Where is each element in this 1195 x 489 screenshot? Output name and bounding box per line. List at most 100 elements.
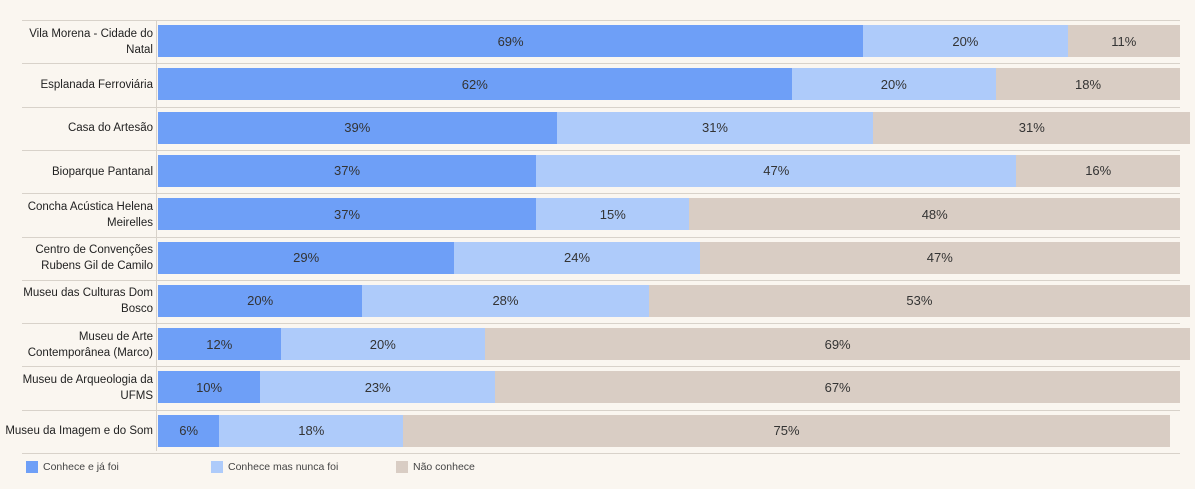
legend-item[interactable]: Conhece e já foi — [26, 460, 211, 474]
bar-segment[interactable]: 6% — [158, 414, 220, 447]
row-separator — [22, 149, 1180, 151]
bar-segment[interactable]: 47% — [699, 241, 1180, 274]
category-label-text: Vila Morena - Cidade do Natal — [29, 27, 153, 56]
data-label: 18% — [298, 423, 325, 439]
bar-segment[interactable]: 37% — [158, 198, 537, 231]
data-label: 53% — [906, 293, 933, 309]
data-label: 37% — [334, 206, 361, 222]
legend-label: Conhece mas nunca foi — [228, 461, 339, 473]
data-label: 24% — [563, 250, 591, 265]
bar-segment[interactable]: 37% — [158, 154, 537, 187]
data-label: 47% — [763, 163, 790, 179]
legend-item[interactable]: Não conhece — [396, 460, 516, 474]
bar-segment[interactable]: 12% — [158, 328, 281, 361]
row-separator — [22, 63, 1180, 65]
row-separator — [22, 409, 1180, 411]
legend-label: Conhece e já foi — [43, 461, 119, 473]
bar-segment[interactable]: 23% — [260, 371, 496, 404]
data-label: 10% — [196, 379, 223, 395]
row-separator — [22, 20, 1180, 21]
bar-segment[interactable]: 10% — [158, 371, 261, 404]
legend-swatch — [26, 461, 38, 473]
category-label: Museu de Arte Contemporânea (Marco) — [0, 325, 153, 364]
row-separator — [22, 279, 1180, 281]
category-label-text: Centro de Convenções Rubens Gil de Camil… — [35, 244, 153, 273]
data-label: 62% — [461, 76, 488, 92]
category-label-text: Museu de Arqueologia da UFMS — [22, 374, 153, 403]
category-label: Concha Acústica Helena Meirelles — [0, 195, 153, 234]
data-label: 23% — [364, 379, 391, 395]
bar-segment[interactable]: 53% — [648, 284, 1191, 317]
data-label: 39% — [344, 120, 371, 136]
bar-segment[interactable]: 20% — [158, 284, 363, 317]
row-separator — [22, 453, 1180, 454]
row-separator — [22, 236, 1180, 238]
data-label: 6% — [179, 423, 199, 439]
bar-segment[interactable]: 67% — [495, 371, 1180, 404]
data-label: 67% — [824, 379, 851, 395]
category-label: Museu de Arqueologia da UFMS — [0, 368, 153, 407]
category-label: Museu da Imagem e do Som — [0, 412, 153, 451]
legend-swatch — [396, 461, 408, 473]
bar-segment[interactable]: 48% — [689, 198, 1180, 231]
category-label-text: Esplanada Ferroviária — [40, 78, 153, 91]
data-label: 18% — [1074, 76, 1102, 92]
legend-item[interactable]: Conhece mas nunca foi — [211, 460, 396, 474]
row-separator — [22, 366, 1180, 368]
bar-segment[interactable]: 69% — [485, 328, 1191, 361]
bar-segment[interactable]: 16% — [1016, 154, 1180, 187]
bar-segment[interactable]: 15% — [536, 198, 690, 231]
bar-segment[interactable]: 20% — [280, 328, 486, 361]
row-separator — [22, 106, 1180, 108]
data-label: 75% — [773, 423, 800, 439]
bar-segment[interactable]: 29% — [158, 241, 455, 274]
data-label: 11% — [1111, 33, 1137, 49]
row-separator — [22, 193, 1180, 195]
category-label: Vila Morena - Cidade do Natal — [0, 22, 153, 61]
data-label: 31% — [1018, 120, 1045, 136]
data-label: 12% — [206, 336, 233, 352]
category-label-text: Museu de Arte Contemporânea (Marco) — [27, 330, 153, 359]
data-label: 28% — [492, 293, 519, 309]
category-label: Esplanada Ferroviária — [0, 65, 153, 104]
category-label: Centro de Convenções Rubens Gil de Camil… — [0, 239, 153, 278]
bar-segment[interactable]: 62% — [158, 68, 792, 101]
bar-segment[interactable]: 47% — [536, 154, 1017, 187]
bar-segment[interactable]: 24% — [454, 241, 700, 274]
row-separator — [22, 323, 1180, 325]
data-label: 15% — [599, 206, 626, 222]
data-label: 16% — [1085, 163, 1112, 179]
category-label-text: Casa do Artesão — [67, 122, 153, 135]
data-label: 31% — [701, 120, 728, 136]
data-label: 29% — [293, 250, 320, 265]
data-label: 20% — [952, 33, 979, 49]
bar-segment[interactable]: 39% — [158, 111, 557, 144]
category-label: Casa do Artesão — [0, 109, 153, 148]
legend-label: Não conhece — [413, 461, 475, 473]
data-label: 69% — [497, 33, 524, 49]
legend-swatch — [211, 461, 223, 473]
data-label: 20% — [247, 293, 274, 309]
bar-segment[interactable]: 75% — [403, 414, 1170, 447]
bar-segment[interactable]: 20% — [791, 68, 997, 101]
bar-segment[interactable]: 28% — [362, 284, 649, 317]
bar-segment[interactable]: 18% — [996, 68, 1180, 101]
bar-segment[interactable]: 20% — [863, 25, 1068, 57]
data-label: 47% — [926, 250, 953, 265]
axis-line — [156, 20, 157, 451]
data-label: 48% — [921, 206, 948, 222]
data-label: 69% — [824, 336, 851, 352]
category-label-text: Concha Acústica Helena Meirelles — [27, 200, 153, 229]
bar-segment[interactable]: 31% — [873, 111, 1191, 144]
bar-segment[interactable]: 31% — [556, 111, 874, 144]
category-label-text: Museu das Culturas Dom Bosco — [23, 287, 153, 316]
bar-segment[interactable]: 69% — [158, 25, 864, 57]
data-label: 20% — [880, 76, 907, 92]
bar-segment[interactable]: 18% — [219, 414, 404, 447]
data-label: 37% — [334, 163, 361, 179]
category-label: Museu das Culturas Dom Bosco — [0, 282, 153, 321]
legend: Conhece e já foi Conhece mas nunca foi Não… — [26, 460, 516, 474]
bar-segment[interactable]: 11% — [1067, 25, 1180, 57]
category-label-text: Bioparque Pantanal — [51, 165, 153, 178]
